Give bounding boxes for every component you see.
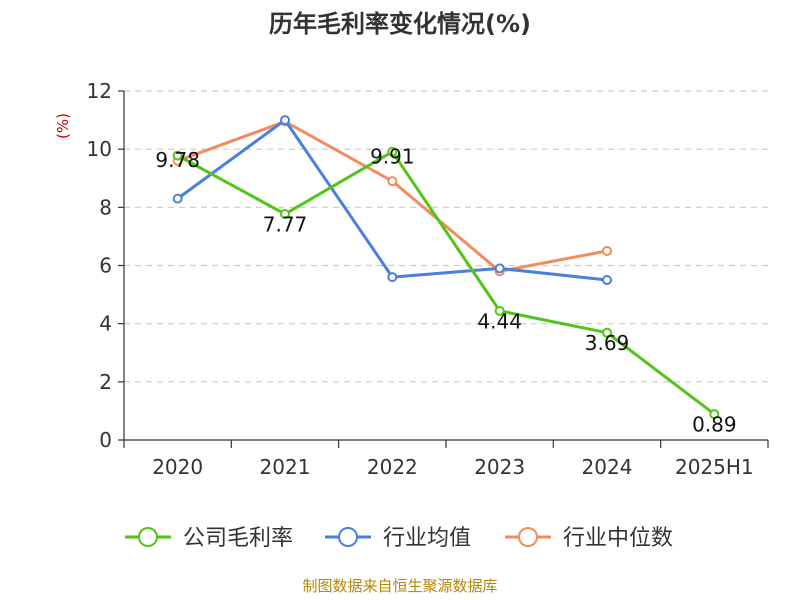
series-1-point[interactable] — [172, 150, 183, 161]
legend-item-3[interactable]: 行业中位数 — [505, 526, 673, 551]
grid-layer — [124, 90, 768, 383]
axis-layer: 0 2 4 6 8 10 12 2020 2021 2022 2023 2024 2025H1 — [87, 79, 769, 479]
legend-item-2[interactable]: 行业均值 — [325, 526, 471, 551]
series-2-point[interactable] — [494, 263, 505, 274]
legend[interactable]: 公司毛利率 行业均值 行业中位数 — [125, 526, 673, 551]
series-2-point[interactable] — [602, 275, 612, 286]
y-tick-label: 6 — [99, 254, 112, 278]
y-tick-label: 0 — [99, 428, 112, 452]
series-1-point[interactable] — [280, 209, 290, 220]
data-label: 9.91 — [370, 144, 415, 168]
y-tick-label: 8 — [99, 195, 112, 219]
series-2-point[interactable] — [387, 272, 398, 283]
series-1-point[interactable] — [494, 305, 505, 316]
series-1-point[interactable] — [387, 146, 398, 157]
data-label: 7.77 — [263, 213, 308, 237]
x-tick-label: 2020 — [152, 455, 203, 479]
legend-item-1[interactable]: 公司毛利率 — [125, 526, 293, 551]
data-label: 3.69 — [585, 331, 630, 355]
y-tick-label: 4 — [99, 312, 112, 336]
x-tick-label: 2025H1 — [675, 455, 754, 479]
data-label-layer: 9.78 7.77 9.91 4.44 3.69 0.89 — [155, 144, 736, 436]
x-tick-label: 2023 — [474, 455, 525, 479]
data-label: 4.44 — [477, 309, 522, 333]
series-3-point[interactable] — [602, 245, 612, 256]
series-line-1 — [176, 150, 716, 416]
data-label: 9.78 — [155, 148, 200, 172]
y-tick-label: 2 — [99, 370, 112, 394]
legend-label: 行业中位数 — [563, 526, 673, 551]
chart-title: 历年毛利率变化情况(%) — [269, 10, 531, 38]
series-2-point[interactable] — [280, 115, 290, 126]
x-tick-label: 2024 — [582, 455, 633, 479]
series-1-point[interactable] — [709, 409, 720, 420]
x-tick-label: 2022 — [367, 455, 418, 479]
x-tick-label: 2021 — [260, 455, 311, 479]
series-3-point[interactable] — [387, 176, 398, 187]
series-1-point[interactable] — [602, 327, 612, 338]
legend-marker — [338, 527, 358, 547]
y-tick-label: 10 — [87, 137, 112, 161]
y-unit-label: (%) — [54, 113, 72, 139]
data-label: 0.89 — [692, 413, 737, 437]
source-note: 制图数据来自恒生聚源数据库 — [302, 577, 497, 595]
legend-marker — [138, 527, 158, 547]
legend-marker — [518, 527, 538, 547]
series-layer — [172, 115, 720, 420]
series-2-point[interactable] — [172, 193, 183, 204]
legend-label: 行业均值 — [383, 526, 471, 551]
legend-label: 公司毛利率 — [183, 526, 293, 551]
y-tick-label: 12 — [87, 79, 112, 103]
